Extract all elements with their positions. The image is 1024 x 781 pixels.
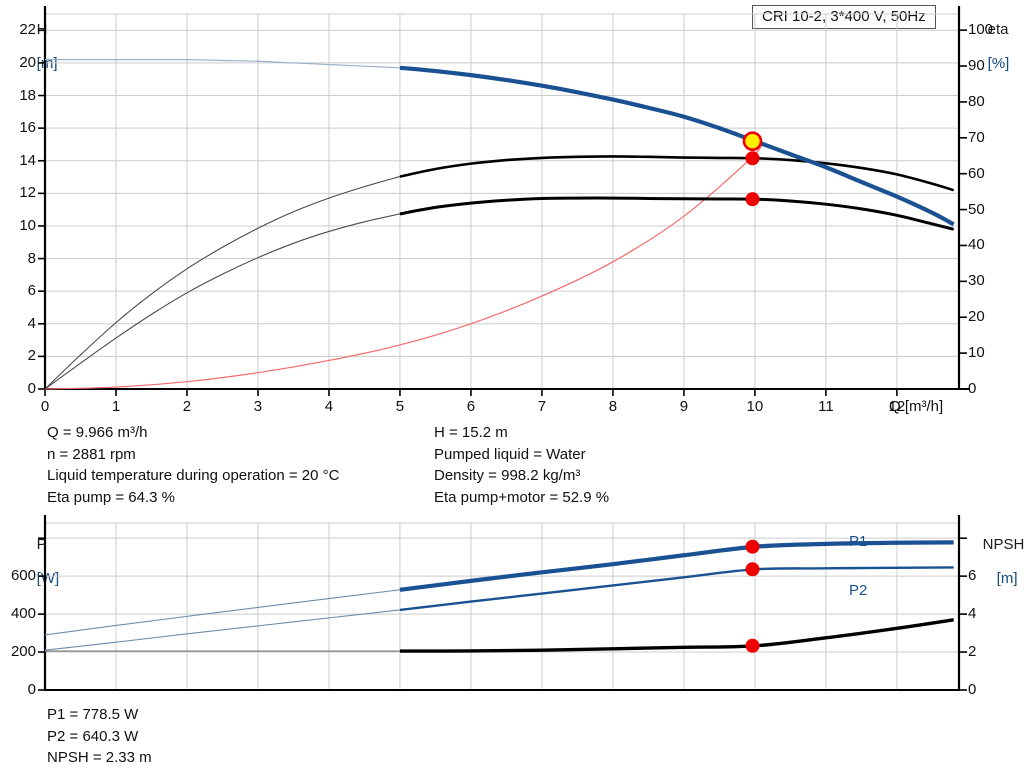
info-line: Density = 998.2 kg/m³ (434, 467, 581, 484)
info-line: NPSH = 2.33 m (47, 749, 152, 766)
top-left-tick: 2 (27, 347, 36, 365)
info-line: Q = 9.966 m³/h (47, 424, 148, 441)
top-left-tick: 22 (19, 21, 36, 39)
bottom-right-tick: 4 (968, 605, 977, 623)
bottom-left-tick: 0 (27, 681, 36, 698)
top-left-tick: 16 (19, 119, 36, 137)
top-right-tick: 70 (968, 128, 985, 146)
head-eta-chart (38, 6, 969, 396)
npsh-axis-name: NPSH (982, 536, 1024, 553)
top-x-tick: 2 (182, 398, 192, 415)
top-left-tick: 12 (19, 184, 36, 202)
top-right-tick: 60 (968, 164, 985, 182)
top-left-tick: 0 (27, 380, 36, 397)
bottom-left-tick: 600 (10, 567, 36, 585)
top-left-tick: 14 (19, 151, 36, 169)
top-chart-x-axis-caption: Q [m³/h] (889, 398, 944, 415)
power-npsh-info: P1 = 778.5 W P2 = 640.3 W NPSH = 2.33 m (47, 704, 152, 769)
top-x-tick: 5 (395, 398, 405, 415)
bottom-right-tick: 0 (968, 681, 977, 698)
top-right-tick: 10 (968, 344, 985, 362)
bottom-left-tick: 200 (10, 643, 36, 661)
top-left-tick: 20 (19, 53, 36, 71)
top-chart-right-axis-title: eta [%] (971, 4, 1010, 89)
right-axis-unit: [%] (987, 55, 1010, 72)
top-x-tick: 7 (537, 398, 547, 415)
info-line: P1 = 778.5 W (47, 706, 139, 723)
duty-point-info-left: Q = 9.966 m³/h n = 2881 rpm Liquid tempera… (47, 422, 339, 508)
npsh-axis-unit: [m] (996, 570, 1018, 587)
top-x-tick: 0 (40, 398, 50, 415)
info-line: Pumped liquid = Water (434, 445, 586, 463)
bottom-chart-left-axis-title: P [W] (20, 519, 60, 604)
top-right-tick: 0 (968, 380, 977, 397)
bottom-chart-right-axis-title: NPSH [m] (966, 519, 1024, 604)
bottom-right-tick: 6 (968, 567, 977, 585)
bottom-right-tick: 2 (968, 643, 977, 661)
top-left-tick: 6 (27, 282, 36, 300)
top-x-tick: 1 (111, 398, 121, 415)
top-right-tick: 90 (968, 57, 985, 75)
top-x-tick: 9 (679, 398, 689, 415)
power-npsh-plot (38, 515, 967, 691)
top-left-tick: 18 (19, 86, 36, 104)
top-x-tick: 3 (253, 398, 263, 415)
top-x-tick: 8 (608, 398, 618, 415)
info-line: n = 2881 rpm (47, 445, 136, 463)
power-axis-unit: [W] (36, 570, 60, 587)
top-x-tick: 6 (466, 398, 476, 415)
top-x-tick: 12 (888, 398, 906, 415)
duty-point-info-right: H = 15.2 m Pumped liquid = Water Density =… (434, 422, 609, 508)
info-line: Liquid temperature during operation = 20… (47, 467, 340, 484)
left-axis-name: H (36, 21, 48, 38)
top-right-tick: 80 (968, 92, 985, 110)
bottom-left-tick: 400 (10, 605, 36, 623)
top-right-tick: 20 (968, 308, 985, 326)
top-right-tick: 40 (968, 236, 985, 254)
info-line: H = 15.2 m (434, 424, 508, 441)
info-line: P2 = 640.3 W (47, 727, 139, 745)
head-eta-plot (38, 6, 969, 396)
top-x-tick: 10 (746, 398, 764, 415)
right-axis-name: eta (987, 21, 1009, 38)
top-right-tick: 30 (968, 272, 985, 290)
series-label-p2: P2 (849, 582, 868, 599)
top-x-tick: 11 (818, 398, 834, 415)
top-left-tick: 8 (27, 249, 36, 267)
top-right-tick: 100 (968, 21, 994, 39)
power-axis-name: P (36, 536, 47, 553)
power-npsh-chart (0, 515, 1024, 700)
top-right-tick: 50 (968, 200, 985, 218)
top-x-tick: 4 (324, 398, 334, 415)
series-label-p1: P1 (849, 533, 868, 550)
info-line: Eta pump = 64.3 % (47, 488, 175, 506)
top-left-tick: 10 (19, 216, 36, 234)
top-left-tick: 4 (27, 314, 36, 332)
info-line: Eta pump+motor = 52.9 % (434, 488, 610, 506)
pump-model-title: CRI 10-2, 3*400 V, 50Hz (752, 5, 936, 29)
